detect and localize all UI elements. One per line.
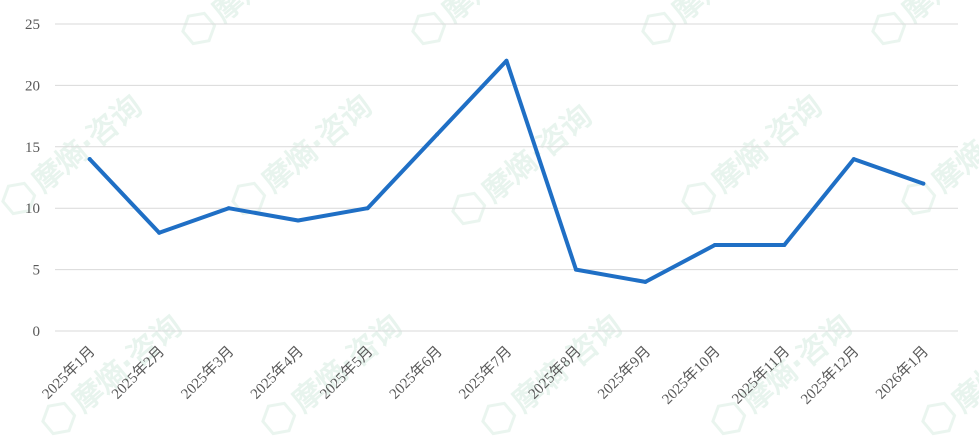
watermark: 摩熵·咨询 xyxy=(1,88,149,216)
watermark-logo-icon xyxy=(921,401,957,436)
watermark-text: 摩熵·咨询 xyxy=(896,0,979,30)
data-points xyxy=(87,58,926,284)
data-point xyxy=(157,230,162,235)
data-point xyxy=(712,243,717,248)
data-point xyxy=(226,206,231,211)
data-point xyxy=(296,218,301,223)
watermark-logo-icon xyxy=(481,401,517,436)
y-tick-label: 15 xyxy=(25,140,40,156)
x-tick-label: 2025年10月 xyxy=(659,343,724,408)
watermark-logo-icon xyxy=(871,11,907,46)
y-tick-label: 25 xyxy=(25,17,40,33)
watermark-logo-icon xyxy=(451,191,487,226)
data-point xyxy=(573,267,578,272)
watermark: 摩熵·咨询 xyxy=(901,88,979,216)
data-point xyxy=(435,132,440,137)
watermark-logo-icon xyxy=(41,401,77,436)
watermark-logo-icon xyxy=(681,181,717,216)
watermark-text: 摩熵·咨询 xyxy=(926,88,979,199)
data-point xyxy=(87,157,92,162)
data-point xyxy=(643,279,648,284)
watermark: 摩熵·咨询 xyxy=(181,0,329,46)
watermark: 摩熵·咨询 xyxy=(921,308,979,436)
watermark-text: 摩熵·咨询 xyxy=(436,0,559,30)
watermark-logo-icon xyxy=(641,11,677,46)
watermark: 摩熵·咨询 xyxy=(681,88,829,216)
watermark-logo-icon xyxy=(231,181,267,216)
watermark-text: 摩熵·咨询 xyxy=(706,88,829,199)
watermark-text: 摩熵·咨询 xyxy=(666,0,789,30)
watermark-text: 摩熵·咨询 xyxy=(946,308,979,419)
y-tick-label: 0 xyxy=(33,324,41,340)
watermark: 摩熵·咨询 xyxy=(641,0,789,46)
watermark: 摩熵·咨询 xyxy=(871,0,979,46)
watermark-logo-icon xyxy=(711,401,747,436)
y-tick-label: 5 xyxy=(33,263,41,279)
x-tick-label: 2025年6月 xyxy=(386,343,446,403)
data-point xyxy=(782,243,787,248)
x-tick-label: 2026年1月 xyxy=(872,343,932,403)
data-point xyxy=(365,206,370,211)
watermark-logo-icon xyxy=(901,181,937,216)
data-point xyxy=(504,58,509,63)
gridlines xyxy=(55,23,958,332)
y-tick-label: 20 xyxy=(25,78,40,94)
watermark-text: 摩熵·咨询 xyxy=(256,88,379,199)
watermark: 摩熵·咨询 xyxy=(231,88,379,216)
y-axis-ticks: 0 5 10 15 20 25 xyxy=(25,17,40,340)
watermark-logo-icon xyxy=(181,11,217,46)
watermark-text: 摩熵·咨询 xyxy=(26,88,149,199)
x-tick-label: 2025年3月 xyxy=(178,343,238,403)
data-point xyxy=(921,181,926,186)
watermark-logo-icon xyxy=(1,181,37,216)
watermark-logo-icon xyxy=(411,11,447,46)
data-point xyxy=(851,157,856,162)
y-tick-label: 10 xyxy=(25,201,40,217)
watermark-text: 摩熵·咨询 xyxy=(206,0,329,30)
watermark-logo-icon xyxy=(261,401,297,436)
watermark: 摩熵·咨询 xyxy=(411,0,559,46)
